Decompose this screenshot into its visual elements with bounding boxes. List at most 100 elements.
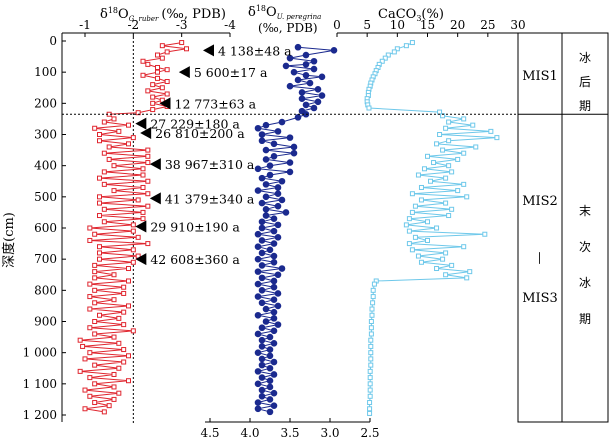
depth-tick-label: 0 [49, 34, 57, 48]
gruber-point [145, 203, 151, 209]
caco3-point [412, 234, 418, 240]
gruber-point [159, 43, 165, 49]
gruber-point [126, 378, 131, 384]
uper-point [330, 47, 338, 54]
gruber-point [150, 82, 156, 88]
uper-point [294, 43, 302, 51]
gruber-point [155, 52, 160, 58]
uper-point [258, 237, 266, 244]
gruber-point [140, 172, 146, 178]
depth-ticks: 0 100 200 300 400 500 600 700 800 900 1 000 1 100 1 … [23, 34, 66, 422]
gruber-point [145, 147, 151, 153]
uper-point [258, 199, 266, 207]
caco3-point [443, 272, 449, 278]
gruber-point [97, 132, 102, 137]
gruber-point [140, 58, 146, 64]
gruber-point [126, 303, 131, 309]
uper-point [262, 156, 270, 163]
uper-point [258, 299, 266, 307]
uper-tick-label: 3.0 [320, 426, 339, 440]
uper-point [310, 104, 318, 112]
gruber-point [145, 178, 151, 184]
gruber-point [92, 275, 98, 281]
uper-point [270, 327, 278, 335]
gruber-point [111, 297, 117, 303]
uper-point [254, 187, 262, 194]
caco3-point [367, 368, 373, 374]
gruber-point [126, 122, 131, 128]
uper-point [318, 73, 326, 81]
gruber-point [111, 188, 117, 194]
gruber-point [111, 334, 117, 340]
stage-period-postglacial: 冰后期 [579, 51, 591, 113]
gruber-point [126, 278, 131, 284]
uper-point [262, 121, 270, 129]
gruber-point [130, 328, 136, 334]
caco3-point [473, 144, 479, 150]
uper-point [254, 124, 262, 132]
uper-point [270, 215, 278, 222]
uper-point [254, 230, 262, 238]
caco3-tick-label: 20 [450, 18, 465, 32]
gruber-point [92, 287, 98, 293]
uper-point [270, 296, 278, 303]
uper-point [266, 333, 274, 341]
gruber-point [111, 116, 117, 122]
uper-point [258, 174, 266, 182]
uper-point [262, 146, 270, 154]
uper-point [290, 68, 298, 76]
uper-point [282, 62, 290, 70]
age-marker [178, 66, 190, 79]
uper-point [270, 315, 278, 322]
uper-point [274, 202, 282, 210]
gruber-point [126, 266, 131, 272]
uper-point [254, 399, 262, 406]
uper-point [266, 396, 274, 403]
uper-point [306, 79, 314, 87]
gruber-point [97, 194, 102, 200]
depth-tick-label: 200 [34, 96, 57, 110]
stage-mis3: MIS3 [522, 291, 558, 306]
uper-point [258, 131, 266, 138]
caco3-point [370, 287, 376, 293]
gruber-point [145, 88, 151, 94]
caco3-point [421, 166, 427, 172]
caco3-point [385, 52, 391, 58]
gruber-point [97, 256, 102, 262]
gruber-point [140, 72, 146, 78]
uper-point [262, 206, 270, 213]
uper-point [254, 405, 262, 413]
gruber-point [87, 225, 93, 231]
uper-point [274, 271, 282, 279]
caco3-point [369, 306, 375, 312]
caco3-point [366, 105, 372, 111]
uper-line [256, 46, 335, 413]
uper-point [270, 227, 278, 235]
gruber-point [111, 371, 117, 377]
age-marker [149, 192, 161, 205]
age-marker [140, 126, 152, 139]
gruber-point [87, 393, 93, 399]
uper-point [258, 324, 266, 332]
age-marker [135, 220, 147, 233]
caco3-point [449, 206, 455, 212]
gruber-point [97, 175, 102, 181]
gruber-point [97, 312, 102, 318]
caco3-point [367, 400, 373, 406]
uper-point [282, 209, 290, 216]
caco3-point [446, 119, 452, 125]
gruber-point [184, 46, 189, 52]
gruber-point [140, 216, 146, 222]
gruber-axis-title: δ18OG. ruber (‰, PDB) [100, 6, 226, 23]
gruber-point [130, 222, 136, 228]
uper-point [266, 408, 274, 416]
age-marker [149, 158, 161, 171]
uper-point [266, 352, 274, 360]
uper-point [254, 293, 262, 300]
age-marker [159, 97, 171, 110]
uper-point [258, 274, 266, 282]
uper-point [274, 190, 282, 198]
caco3-tick-label: 10 [390, 18, 405, 32]
age-label: 41 379±340 a [165, 191, 255, 206]
gruber-point [111, 163, 117, 169]
